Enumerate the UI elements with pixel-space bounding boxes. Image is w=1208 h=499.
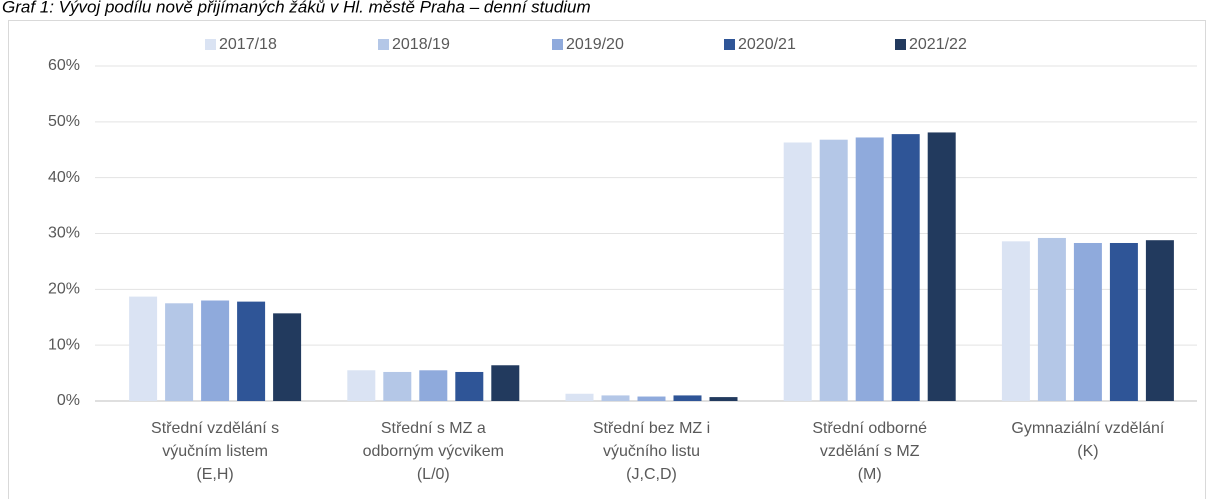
x-tick-label: (M): [858, 466, 882, 483]
bar: [927, 132, 956, 402]
bar: [819, 139, 848, 401]
legend-label: 2017/18: [219, 36, 277, 53]
x-tick-label: Střední vzdělání s: [151, 420, 279, 437]
bar: [273, 313, 302, 401]
legend-swatch: [895, 39, 906, 50]
y-tick-label: 40%: [48, 169, 80, 186]
legend-swatch: [724, 39, 735, 50]
bar: [855, 137, 884, 401]
chart-title: Graf 1: Vývoj podílu nově přijímaných žá…: [2, 0, 591, 16]
x-tick-label: vzdělání s MZ: [820, 443, 920, 460]
bar: [1073, 242, 1102, 401]
x-tick-label: Střední odborné: [812, 420, 927, 437]
chart-frame: [8, 20, 1206, 499]
y-tick-label: 20%: [48, 281, 80, 298]
legend-swatch: [552, 39, 563, 50]
legend-label: 2019/20: [566, 36, 624, 53]
legend-label: 2018/19: [392, 36, 450, 53]
x-tick-label: výučního listu: [603, 443, 700, 460]
legend-label: 2021/22: [909, 36, 967, 53]
legend-swatch: [378, 39, 389, 50]
bar: [1037, 237, 1066, 401]
bar: [383, 371, 412, 401]
bar: [1109, 242, 1138, 401]
bar: [783, 142, 812, 401]
y-tick-label: 60%: [48, 57, 80, 74]
bar: [673, 395, 702, 401]
bar: [1145, 240, 1174, 401]
y-tick-label: 30%: [48, 225, 80, 242]
x-tick-label: (K): [1077, 443, 1098, 460]
bar: [237, 301, 266, 401]
bar: [565, 393, 594, 401]
bar: [129, 296, 158, 401]
x-tick-label: (L/0): [417, 466, 450, 483]
legend-swatch: [205, 39, 216, 50]
y-tick-label: 50%: [48, 113, 80, 130]
x-tick-label: Gymnaziální vzdělání: [1011, 420, 1165, 437]
bar: [1001, 241, 1030, 401]
y-tick-label: 0%: [57, 392, 80, 409]
bar: [891, 134, 920, 401]
x-tick-label: výučním listem: [162, 443, 268, 460]
bar: [709, 397, 738, 401]
x-tick-label: (E,H): [196, 466, 233, 483]
y-tick-label: 10%: [48, 336, 80, 353]
bar: [201, 300, 230, 401]
x-tick-label: (J,C,D): [626, 466, 677, 483]
bar: [601, 395, 630, 401]
x-tick-label: Střední s MZ a: [381, 420, 486, 437]
legend-label: 2020/21: [738, 36, 796, 53]
bar: [491, 365, 520, 401]
bar: [165, 303, 194, 401]
bar: [419, 370, 448, 401]
bar: [637, 396, 666, 401]
bar: [455, 371, 484, 401]
bar: [347, 370, 376, 401]
x-tick-label: odborným výcvikem: [363, 443, 504, 460]
x-tick-label: Střední bez MZ i: [593, 420, 710, 437]
